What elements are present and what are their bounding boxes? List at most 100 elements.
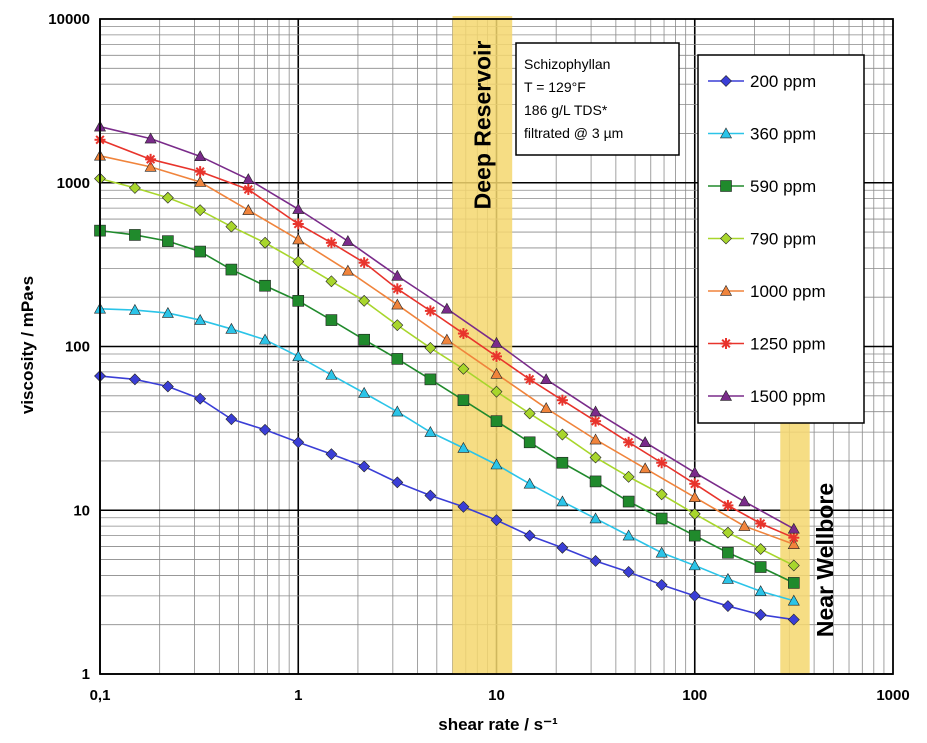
data-point (688, 589, 701, 602)
data-point (358, 386, 371, 398)
data-point (391, 353, 404, 365)
data-point (655, 512, 668, 525)
data-point-shape (589, 451, 602, 464)
info-box-frame (515, 42, 680, 156)
data-point (325, 275, 338, 288)
data-point (688, 491, 701, 502)
data-point (589, 433, 602, 445)
data-point-shape (754, 585, 767, 596)
data-point-shape (787, 538, 800, 549)
legend-entry: 1000 ppm (708, 282, 826, 301)
data-point (556, 541, 569, 554)
legend-marker-shape (719, 284, 733, 296)
data-point (721, 572, 734, 584)
data-point (242, 183, 254, 195)
data-point-shape (292, 233, 305, 245)
legend-entry: 1500 ppm (708, 387, 826, 406)
x-tick-label: 10 (488, 687, 505, 704)
data-point-shape (128, 373, 141, 386)
data-point (457, 394, 470, 406)
data-point-shape (341, 235, 354, 246)
data-point (225, 413, 238, 426)
data-point-stroke (525, 374, 535, 384)
data-point (787, 522, 800, 534)
y-tick-label: 10 (73, 502, 90, 519)
data-point-shape (292, 203, 305, 214)
data-point-shape (358, 294, 371, 307)
info-line: T = 129°F (524, 79, 586, 95)
data-point-shape (556, 428, 569, 441)
data-point (787, 538, 800, 549)
data-point (325, 314, 338, 326)
data-point-shape (457, 500, 470, 513)
data-point-shape (259, 279, 271, 292)
data-point (161, 306, 174, 318)
data-point-shape (391, 298, 404, 310)
data-point (162, 235, 174, 247)
data-point (722, 546, 734, 559)
data-point (688, 507, 701, 520)
data-point-shape (259, 333, 272, 345)
data-point-shape (722, 546, 734, 559)
data-point-stroke (425, 306, 435, 316)
x-axis-title: shear rate / s⁻¹ (438, 715, 558, 734)
data-point-stroke (243, 184, 253, 195)
data-point-shape (225, 263, 238, 276)
data-point-shape (292, 436, 305, 449)
legend-label: 200 ppm (750, 72, 816, 91)
data-point-shape (128, 181, 141, 194)
y-axis-title: viscosity / mPa•s (18, 276, 37, 414)
data-point (325, 448, 338, 461)
series-line (99, 139, 795, 539)
data-point-shape (787, 522, 800, 534)
data-point-shape (391, 319, 404, 332)
data-point (242, 173, 255, 184)
data-point-shape (490, 367, 503, 379)
data-point-shape (259, 423, 271, 436)
data-point (391, 405, 404, 417)
data-point-shape (556, 495, 569, 507)
data-point-shape (622, 566, 635, 578)
data-point-shape (424, 489, 437, 502)
data-point (787, 613, 800, 626)
data-point-shape (589, 405, 602, 417)
data-point-shape (162, 235, 174, 247)
data-point-stroke (458, 328, 468, 339)
data-point-shape (787, 594, 800, 606)
series-1250-ppm (94, 134, 800, 544)
info-box: Schizophyllan T = 129°F 186 g/L TDS* fil… (515, 42, 680, 156)
x-tick-label: 1 (294, 687, 302, 704)
data-point-shape (325, 275, 338, 288)
data-point-shape (325, 448, 338, 461)
legend-label: 1500 ppm (750, 387, 826, 406)
data-point-shape (161, 191, 174, 204)
data-point-shape (540, 373, 553, 385)
data-point-shape (194, 204, 207, 217)
data-point (722, 499, 734, 511)
data-point-shape (225, 322, 238, 334)
data-point-shape (194, 313, 207, 325)
data-point-shape (325, 368, 338, 380)
data-point (787, 559, 800, 572)
data-point (491, 350, 502, 362)
legend-label: 1250 ppm (750, 335, 826, 354)
data-point (259, 333, 272, 345)
data-point (721, 600, 734, 612)
series-200-ppm (94, 370, 800, 626)
data-point (754, 561, 767, 573)
data-point-stroke (195, 167, 205, 177)
data-point (424, 489, 437, 502)
data-point-shape (292, 255, 305, 268)
data-point (623, 436, 635, 448)
data-point-shape (523, 436, 536, 449)
data-point (622, 566, 635, 578)
data-point (754, 543, 767, 555)
data-point (589, 512, 602, 524)
data-point-shape (622, 470, 635, 483)
data-point (688, 466, 701, 478)
data-point-shape (556, 456, 569, 469)
data-point (457, 362, 470, 375)
data-point (457, 500, 470, 513)
data-point-shape (721, 526, 734, 539)
data-point-shape (523, 407, 536, 420)
